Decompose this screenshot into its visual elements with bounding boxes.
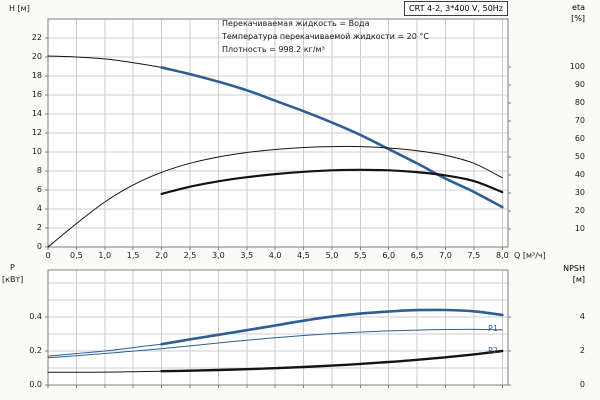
curves-canvas <box>45 18 511 388</box>
pump-performance-chart: CRT 4-2, 3*400 V, 50Hz Перекачиваемая жи… <box>2 1 585 389</box>
